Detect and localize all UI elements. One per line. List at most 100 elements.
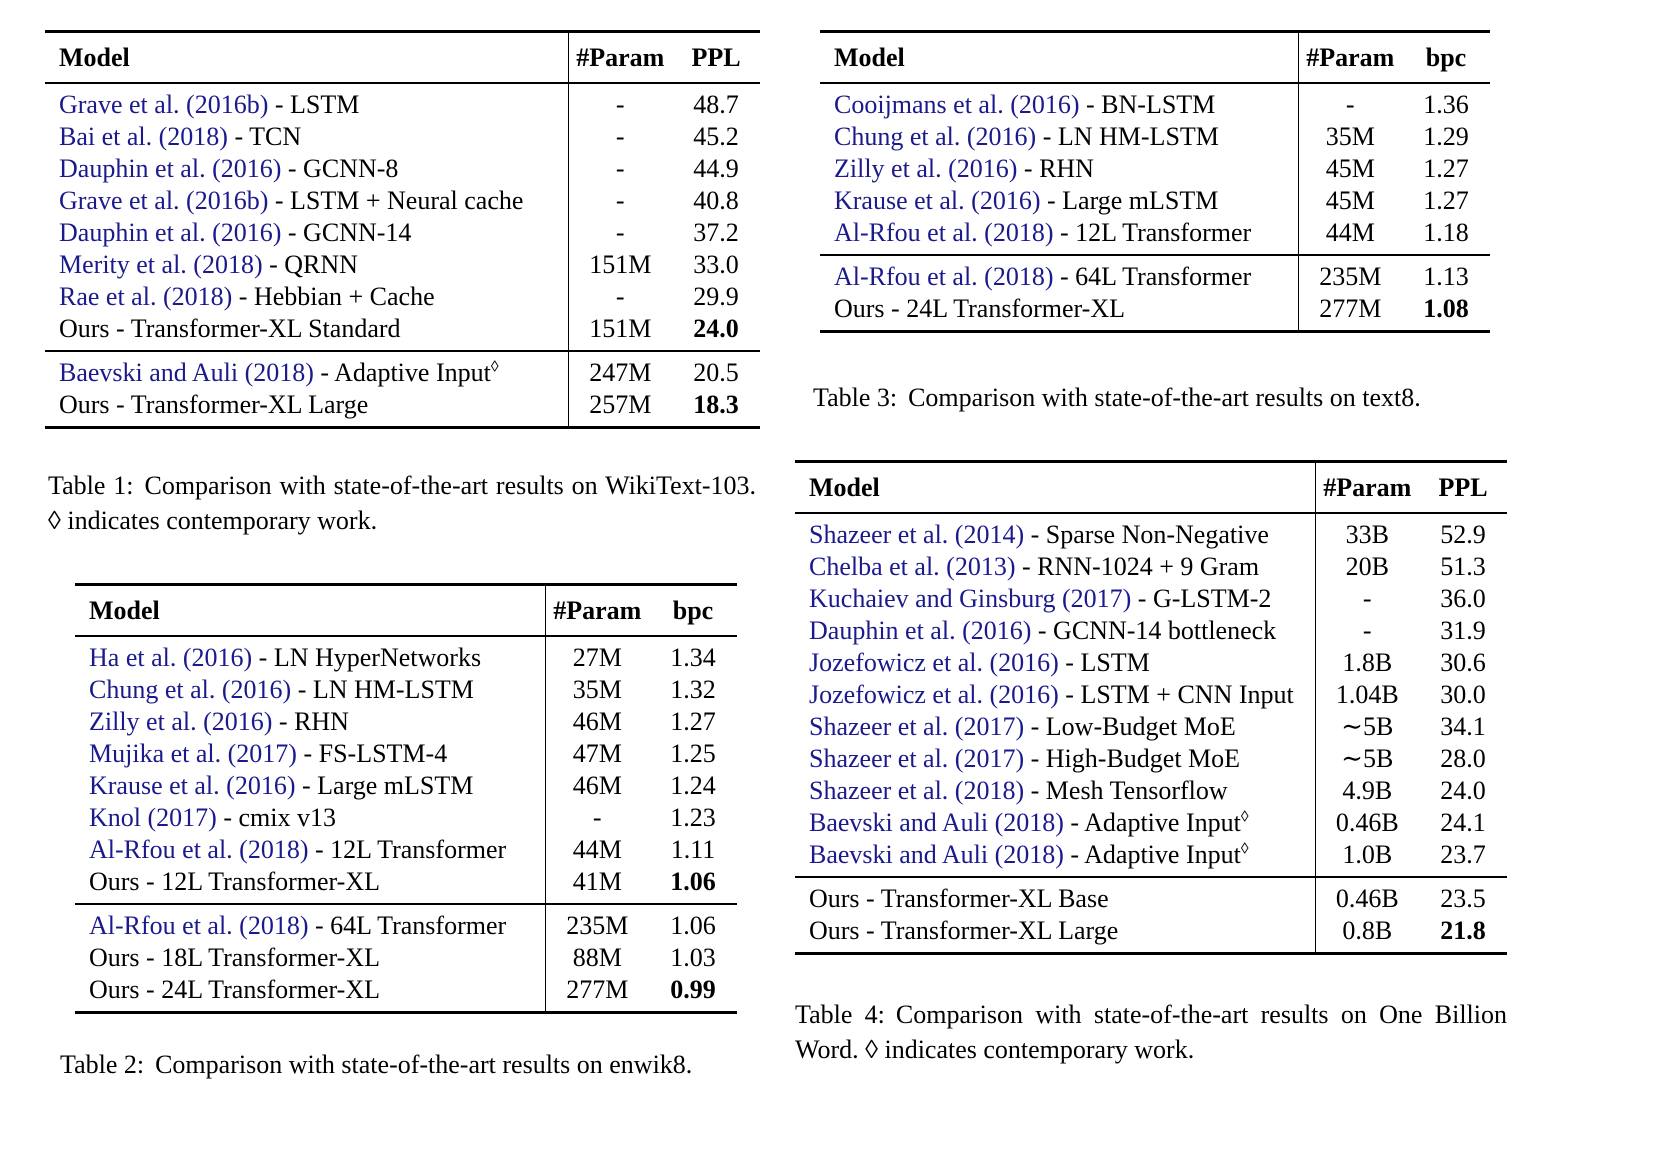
value-cell: 1.36 <box>1423 90 1469 119</box>
param-cell: 44M <box>1297 217 1402 255</box>
model-label: - TCN <box>227 122 302 151</box>
citation-link[interactable]: Baevski and Auli (2018) <box>809 808 1064 837</box>
value-cell: 31.9 <box>1440 616 1486 645</box>
model-cell: Bai et al. (2018) - TCN <box>45 121 568 153</box>
model-label: - Large mLSTM <box>295 771 474 800</box>
citation-link[interactable]: Cooijmans et al. (2016) <box>834 90 1080 119</box>
param-cell: - <box>567 281 672 313</box>
model-label: - Mesh Tensorflow <box>1024 776 1228 805</box>
model-label: - LN HyperNetworks <box>252 643 482 672</box>
model-label: - Adaptive Input <box>1063 840 1241 869</box>
citation-link[interactable]: Grave et al. (2016b) <box>59 90 269 119</box>
model-cell: Al-Rfou et al. (2018) - 64L Transformer <box>820 255 1298 293</box>
citation-link[interactable]: Chung et al. (2016) <box>89 675 292 704</box>
table-row: Mujika et al. (2017) - FS-LSTM-4 47M 1.25 <box>75 738 737 770</box>
citation-link[interactable]: Al-Rfou et al. (2018) <box>834 218 1054 247</box>
citation-link[interactable]: Zilly et al. (2016) <box>89 707 273 736</box>
citation-link[interactable]: Chelba et al. (2013) <box>809 552 1016 581</box>
param-cell: 35M <box>1297 121 1402 153</box>
citation-link[interactable]: Jozefowicz et al. (2016) <box>809 680 1059 709</box>
param-cell: 27M <box>544 636 649 674</box>
value-cell: 1.06 <box>670 867 716 896</box>
column-header-param: #Param <box>1297 31 1402 83</box>
citation-link[interactable]: Mujika et al. (2017) <box>89 739 297 768</box>
citation-link[interactable]: Baevski and Auli (2018) <box>809 840 1064 869</box>
model-cell: Ha et al. (2016) - LN HyperNetworks <box>75 636 545 674</box>
model-cell: Krause et al. (2016) - Large mLSTM <box>75 770 545 802</box>
citation-link[interactable]: Kuchaiev and Ginsburg (2017) <box>809 584 1132 613</box>
citation-link[interactable]: Shazeer et al. (2017) <box>809 712 1025 741</box>
model-label: - RNN-1024 + 9 Gram <box>1015 552 1260 581</box>
param-cell: 4.9B <box>1314 775 1419 807</box>
table-row: Dauphin et al. (2016) - GCNN-8-44.9 <box>45 153 760 185</box>
citation-link[interactable]: Al-Rfou et al. (2018) <box>834 262 1054 291</box>
table-row: Baevski and Auli (2018) - Adaptive Input… <box>795 807 1507 839</box>
citation-link[interactable]: Jozefowicz et al. (2016) <box>809 648 1059 677</box>
column-header-model: Model <box>89 596 160 625</box>
param-cell: - <box>567 83 672 121</box>
value-cell: 23.7 <box>1440 840 1486 869</box>
value-cell: 1.27 <box>1423 186 1469 215</box>
citation-link[interactable]: Al-Rfou et al. (2018) <box>89 835 309 864</box>
table-row: Jozefowicz et al. (2016) - LSTM 1.8B 30.6 <box>795 647 1507 679</box>
param-cell: 41M <box>544 866 649 904</box>
citation-link[interactable]: Merity et al. (2018) <box>59 250 263 279</box>
citation-link[interactable]: Ha et al. (2016) <box>89 643 253 672</box>
citation-link[interactable]: Bai et al. (2018) <box>59 122 228 151</box>
citation-link[interactable]: Shazeer et al. (2014) <box>809 520 1025 549</box>
value-cell: 24.1 <box>1440 808 1486 837</box>
table-row: Ours - 24L Transformer-XL 277M 1.08 <box>820 293 1490 332</box>
model-label: - FS-LSTM-4 <box>296 739 448 768</box>
header-row: Model #Param bpc <box>820 31 1490 83</box>
model-cell: Ours - Transformer-XL Large <box>45 389 568 428</box>
citation-link[interactable]: Knol (2017) <box>89 803 217 832</box>
citation-link[interactable]: Dauphin et al. (2016) <box>59 154 282 183</box>
model-cell: Al-Rfou et al. (2018) - 64L Transformer <box>75 904 545 942</box>
model-cell: Zilly et al. (2016) - RHN <box>75 706 545 738</box>
citation-link[interactable]: Grave et al. (2016b) <box>59 186 269 215</box>
value-cell: 1.29 <box>1423 122 1469 151</box>
model-label: - QRNN <box>262 250 358 279</box>
model-cell: Cooijmans et al. (2016) - BN-LSTM <box>820 83 1298 121</box>
param-cell: - <box>1314 615 1419 647</box>
model-label: - GCNN-8 <box>281 154 399 183</box>
citation-link[interactable]: Dauphin et al. (2016) <box>809 616 1032 645</box>
value-cell: 18.3 <box>693 390 739 419</box>
citation-link[interactable]: Rae et al. (2018) <box>59 282 233 311</box>
citation-link[interactable]: Zilly et al. (2016) <box>834 154 1018 183</box>
model-label: - 64L Transformer <box>1053 262 1252 291</box>
header-row: Model #Param PPL <box>795 461 1507 513</box>
value-cell: 36.0 <box>1440 584 1486 613</box>
table-row: Rae et al. (2018) - Hebbian + Cache -29.9 <box>45 281 760 313</box>
booktabs-table: Model #Param bpc Ha et al. (2016) - LN Hype… <box>75 583 737 1014</box>
value-cell: 40.8 <box>693 186 739 215</box>
citation-link[interactable]: Krause et al. (2016) <box>834 186 1041 215</box>
value-cell: 0.99 <box>670 975 716 1004</box>
table-row: Ours - Transformer-XL Large 0.8B 21.8 <box>795 915 1507 954</box>
model-label: - RHN <box>1017 154 1094 183</box>
citation-link[interactable]: Krause et al. (2016) <box>89 771 296 800</box>
citation-link[interactable]: Shazeer et al. (2018) <box>809 776 1025 805</box>
table-row: Zilly et al. (2016) - RHN 46M 1.27 <box>75 706 737 738</box>
model-label: - Hebbian + Cache <box>232 282 435 311</box>
citation-link[interactable]: Dauphin et al. (2016) <box>59 218 282 247</box>
value-cell: 29.9 <box>693 282 739 311</box>
model-label: - RHN <box>272 707 349 736</box>
model-cell: Ours - Transformer-XL Standard <box>45 313 568 351</box>
table-row: Ours - Transformer-XL Base 0.46B 23.5 <box>795 877 1507 915</box>
column-header-bpc: bpc <box>672 596 714 625</box>
model-cell: Ours - 18L Transformer-XL <box>75 942 545 974</box>
citation-link[interactable]: Al-Rfou et al. (2018) <box>89 911 309 940</box>
contemporary-marker: ◊ <box>1240 840 1249 858</box>
model-label: - LN HM-LSTM <box>291 675 474 704</box>
param-cell: 0.46B <box>1314 807 1419 839</box>
citation-link[interactable]: Chung et al. (2016) <box>834 122 1037 151</box>
table-row: Zilly et al. (2016) - RHN 45M 1.27 <box>820 153 1490 185</box>
model-label: Ours - Transformer-XL Large <box>59 390 369 419</box>
citation-link[interactable]: Shazeer et al. (2017) <box>809 744 1025 773</box>
table-row: Al-Rfou et al. (2018) - 12L Transformer 4… <box>75 834 737 866</box>
column-header-ppl: PPL <box>1438 473 1488 502</box>
table-row: Al-Rfou et al. (2018) - 64L Transformer 2… <box>820 255 1490 293</box>
model-cell: Ours - 12L Transformer-XL <box>75 866 545 904</box>
citation-link[interactable]: Baevski and Auli (2018) <box>59 358 314 387</box>
